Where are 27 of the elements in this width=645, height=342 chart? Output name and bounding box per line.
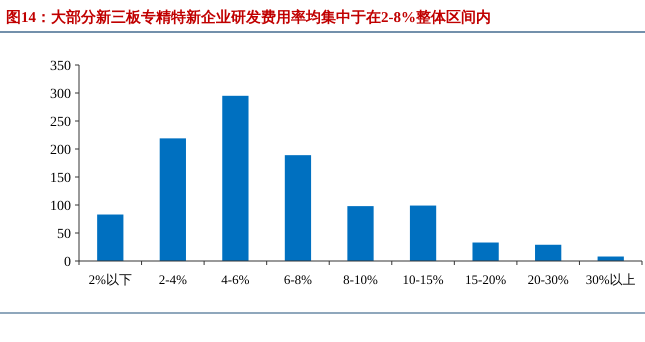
x-tick-label: 15-20% <box>465 272 506 287</box>
x-tick-label: 10-15% <box>402 272 444 287</box>
y-tick-label: 250 <box>50 115 71 130</box>
x-tick-label: 4-6% <box>221 272 250 287</box>
bar <box>598 256 624 261</box>
x-tick-label: 20-30% <box>528 272 569 287</box>
x-tick-label: 30%以上 <box>586 272 636 287</box>
y-tick-label: 0 <box>64 255 71 270</box>
x-tick-label: 6-8% <box>284 272 312 287</box>
bar <box>535 244 562 261</box>
x-tick-label: 8-10% <box>343 272 378 287</box>
x-tick-label: 2-4% <box>158 272 188 287</box>
bar <box>222 96 249 261</box>
bar <box>347 206 374 261</box>
chart-title: 图14：大部分新三板专精特新企业研发费用率均集中于在2-8%整体区间内 <box>6 8 491 26</box>
x-tick-label: 2%以下 <box>88 272 132 287</box>
bar <box>472 242 499 261</box>
y-tick-label: 150 <box>50 171 71 186</box>
y-tick-label: 50 <box>57 227 71 242</box>
y-tick-label: 100 <box>50 199 71 214</box>
bar <box>97 214 124 261</box>
bar <box>410 206 436 261</box>
y-tick-label: 300 <box>50 87 71 102</box>
bar <box>160 138 186 261</box>
y-tick-label: 350 <box>50 59 71 74</box>
y-tick-label: 200 <box>50 143 71 158</box>
bar <box>284 155 312 261</box>
